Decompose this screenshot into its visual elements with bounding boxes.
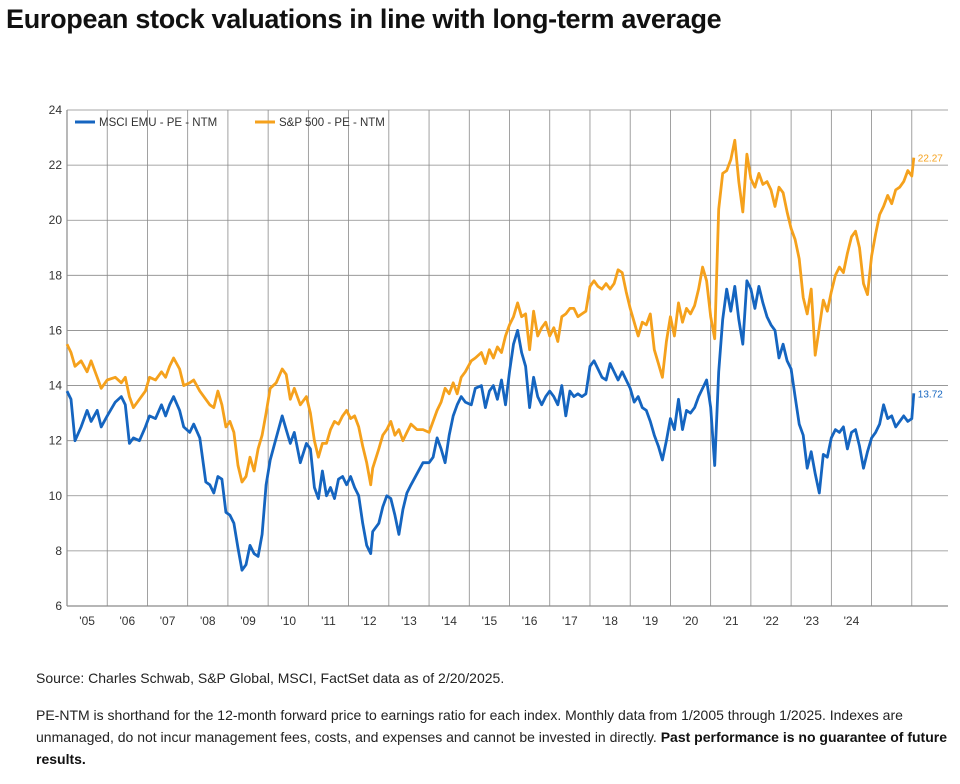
y-tick-label: 18 xyxy=(49,268,63,282)
x-tick-label: '21 xyxy=(723,614,739,628)
x-tick-label: '05 xyxy=(79,614,95,628)
x-tick-label: '17 xyxy=(562,614,578,628)
x-tick-label: '08 xyxy=(200,614,216,628)
chart-axes: 6 8 10 12 14 16 18 20 22 24 '05 '06 '07 '08 '09 '10 '11 '… xyxy=(49,103,860,628)
chart-grid xyxy=(66,109,948,607)
x-tick-label: '22 xyxy=(763,614,779,628)
x-tick-label: '23 xyxy=(803,614,819,628)
y-tick-label: 20 xyxy=(49,213,63,227)
disclaimer-bold: Past performance is no guarantee of futu… xyxy=(36,729,947,767)
x-tick-label: '24 xyxy=(844,614,860,628)
x-tick-label: '06 xyxy=(120,614,136,628)
x-tick-label: '09 xyxy=(240,614,256,628)
x-tick-label: '10 xyxy=(280,614,296,628)
x-tick-label: '15 xyxy=(482,614,498,628)
pe-line-chart: 6 8 10 12 14 16 18 20 22 24 '05 '06 '07 '08 '09 '10 '11 '… xyxy=(49,103,948,628)
y-tick-label: 8 xyxy=(55,544,62,558)
page-title: European stock valuations in line with l… xyxy=(6,4,722,34)
y-tick-label: 6 xyxy=(55,599,62,613)
legend-label-msci: MSCI EMU - PE - NTM xyxy=(99,117,217,129)
series-line-sp500 xyxy=(65,138,916,487)
end-value-label-sp500: 22.27 xyxy=(918,154,943,165)
x-tick-label: '16 xyxy=(522,614,538,628)
x-tick-label: '18 xyxy=(602,614,618,628)
y-tick-label: 14 xyxy=(49,379,63,393)
chart-series xyxy=(65,138,916,572)
legend-label-sp500: S&P 500 - PE - NTM xyxy=(279,117,385,129)
x-tick-label: '14 xyxy=(441,614,457,628)
y-tick-label: 24 xyxy=(49,103,63,117)
y-tick-label: 10 xyxy=(49,489,63,503)
x-tick-label: '12 xyxy=(361,614,377,628)
x-tick-label: '19 xyxy=(642,614,658,628)
y-tick-label: 22 xyxy=(49,158,63,172)
x-tick-label: '07 xyxy=(160,614,176,628)
y-tick-label: 16 xyxy=(49,323,63,337)
series-line-msci xyxy=(65,279,916,572)
source-note: Source: Charles Schwab, S&P Global, MSCI… xyxy=(36,670,505,686)
x-tick-label: '20 xyxy=(683,614,699,628)
end-value-label-msci: 13.72 xyxy=(918,389,943,400)
disclaimer-note: PE-NTM is shorthand for the 12-month for… xyxy=(36,704,948,770)
x-tick-label: '11 xyxy=(321,614,336,628)
x-tick-label: '13 xyxy=(401,614,417,628)
y-tick-label: 12 xyxy=(49,434,63,448)
chart-legend: MSCI EMU - PE - NTM S&P 500 - PE - NTM xyxy=(75,117,385,129)
disclaimer-text: PE-NTM is shorthand for the 12-month for… xyxy=(36,707,903,745)
